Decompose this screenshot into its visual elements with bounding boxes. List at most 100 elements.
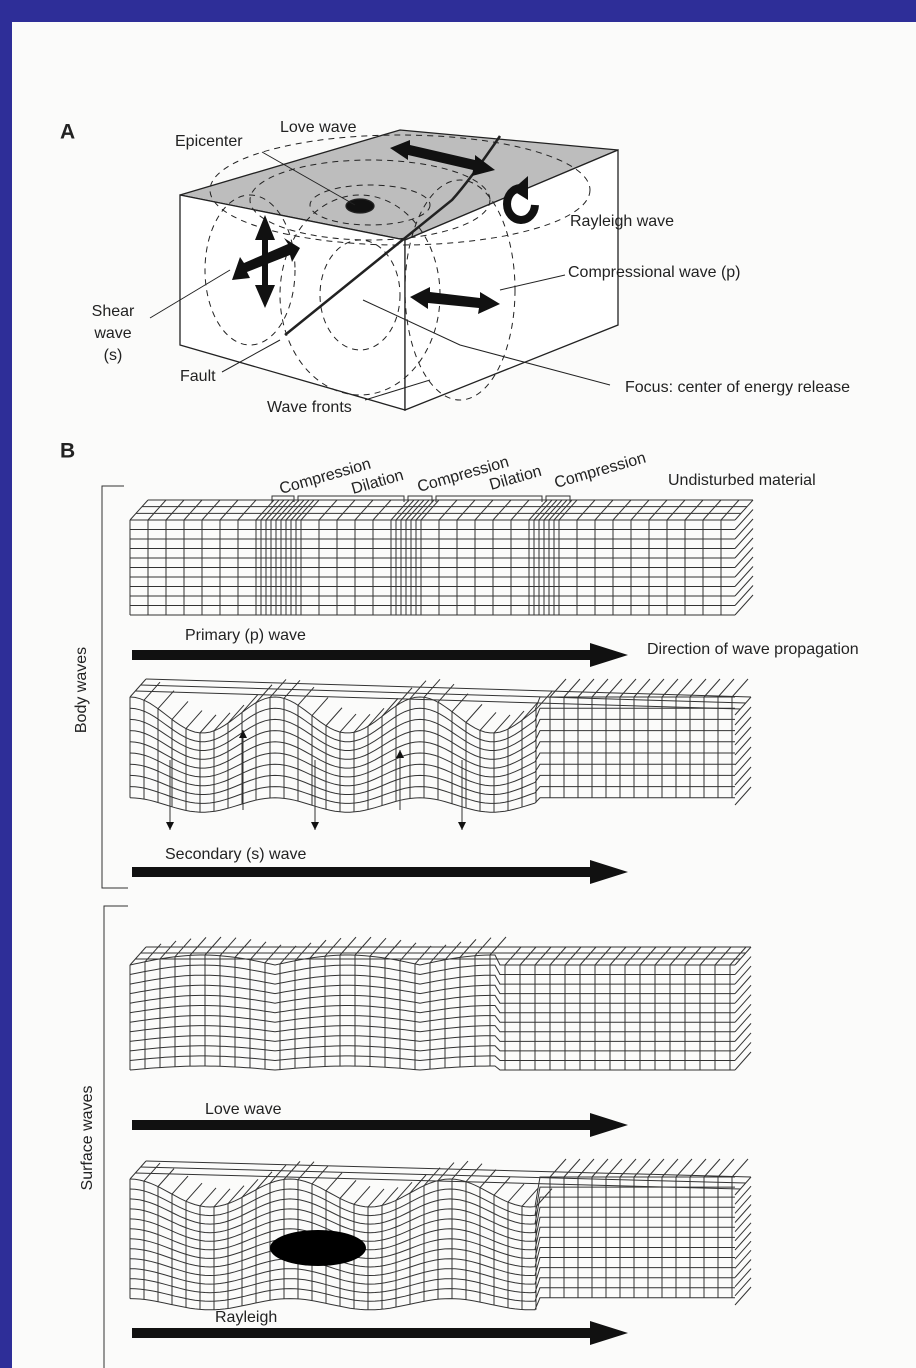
grid-line <box>384 939 402 959</box>
grid-line <box>157 1168 175 1187</box>
grid-line <box>720 499 740 521</box>
callout: Fault <box>180 368 216 385</box>
grid-line <box>269 679 287 698</box>
grid-line <box>639 946 657 966</box>
grid-line <box>185 1182 203 1202</box>
grid-line <box>669 946 687 966</box>
grid-line <box>219 499 239 521</box>
callout: Focus: center of energy release <box>625 379 850 396</box>
group-label: Body waves <box>73 647 90 733</box>
grid-line <box>734 776 752 796</box>
grid-line <box>270 499 290 521</box>
grid-line <box>423 678 441 698</box>
panel-label: A <box>60 121 75 144</box>
grid-line <box>507 710 525 730</box>
grid-line <box>734 585 754 606</box>
grid-line <box>237 499 257 521</box>
motion-arrowhead <box>458 822 466 830</box>
grid-line <box>702 499 722 521</box>
grid-line <box>415 499 435 521</box>
grid-line <box>451 693 469 713</box>
wave-label: Secondary (s) wave <box>165 846 306 863</box>
grid-line <box>129 1025 735 1033</box>
grid-line <box>734 984 752 1004</box>
grid-line <box>279 945 297 965</box>
grid-line <box>479 712 497 731</box>
grid-line <box>734 726 752 746</box>
grid-line <box>129 1035 735 1042</box>
grid-line <box>703 1158 721 1178</box>
wave-blocks <box>129 499 754 1311</box>
grid-line <box>437 683 455 703</box>
grid-line <box>165 499 185 521</box>
grid-line <box>731 1158 749 1178</box>
grid-line <box>171 701 189 720</box>
grid-line <box>534 946 552 966</box>
grid-line <box>734 1003 752 1023</box>
arrow <box>132 643 628 667</box>
grid-line <box>474 499 494 521</box>
grid-line <box>325 707 343 727</box>
grid-line <box>734 1195 752 1214</box>
grid-line <box>145 1160 752 1178</box>
grid-line <box>157 690 175 710</box>
grid-line <box>297 1161 315 1181</box>
grid-line <box>734 994 752 1014</box>
grid-line <box>510 499 530 521</box>
grid-line <box>280 499 300 521</box>
grid-line <box>129 994 735 1004</box>
grid-line <box>734 1042 752 1061</box>
grid-line <box>410 499 430 521</box>
callout: wave <box>93 325 131 342</box>
grid-line <box>734 746 752 766</box>
grid-line <box>734 696 752 716</box>
arrows <box>232 140 539 314</box>
grid-line <box>630 499 650 521</box>
grid-line <box>129 1160 147 1180</box>
grid-line <box>548 499 568 521</box>
grid-line <box>145 678 752 698</box>
grid-line <box>533 499 553 521</box>
grid-line <box>309 939 327 959</box>
grid-line <box>140 684 746 704</box>
grid-line <box>249 941 267 961</box>
grid-line <box>437 1162 455 1181</box>
grid-line <box>294 942 312 962</box>
grid-line <box>311 1165 329 1185</box>
grid-line <box>519 946 537 966</box>
grid-line <box>353 1185 371 1205</box>
grid-line <box>734 575 754 597</box>
grid-line <box>734 1286 752 1306</box>
grid-line <box>241 1178 259 1198</box>
grid-line <box>395 687 413 707</box>
grid-line <box>283 1161 301 1180</box>
group-label: Surface waves <box>79 1086 96 1191</box>
grid-line <box>227 704 245 724</box>
grid-line <box>339 713 357 733</box>
orbit <box>270 1230 366 1266</box>
grid-line <box>661 1158 679 1178</box>
grid-line <box>654 946 672 966</box>
grid-line <box>543 499 563 521</box>
grid-line <box>734 566 754 587</box>
grid-line <box>339 936 357 956</box>
grid-line <box>734 537 754 559</box>
grid-line <box>135 1172 741 1190</box>
leaders <box>149 151 611 401</box>
grid-line <box>734 509 754 530</box>
grid-line <box>395 499 415 521</box>
arrow <box>132 1321 628 1345</box>
grid-line <box>493 1176 511 1196</box>
grid-line <box>734 1222 752 1242</box>
grid-line <box>549 1158 567 1178</box>
grid-line <box>624 946 642 966</box>
grid-line <box>269 1164 287 1184</box>
grid-line <box>734 1231 752 1251</box>
grid-line <box>234 939 252 958</box>
grid-line <box>684 946 702 966</box>
grid-line <box>521 701 539 721</box>
grid-line <box>714 946 732 966</box>
grid-line <box>734 1051 752 1071</box>
grid-line <box>255 1171 273 1191</box>
grid-line <box>591 1158 609 1178</box>
